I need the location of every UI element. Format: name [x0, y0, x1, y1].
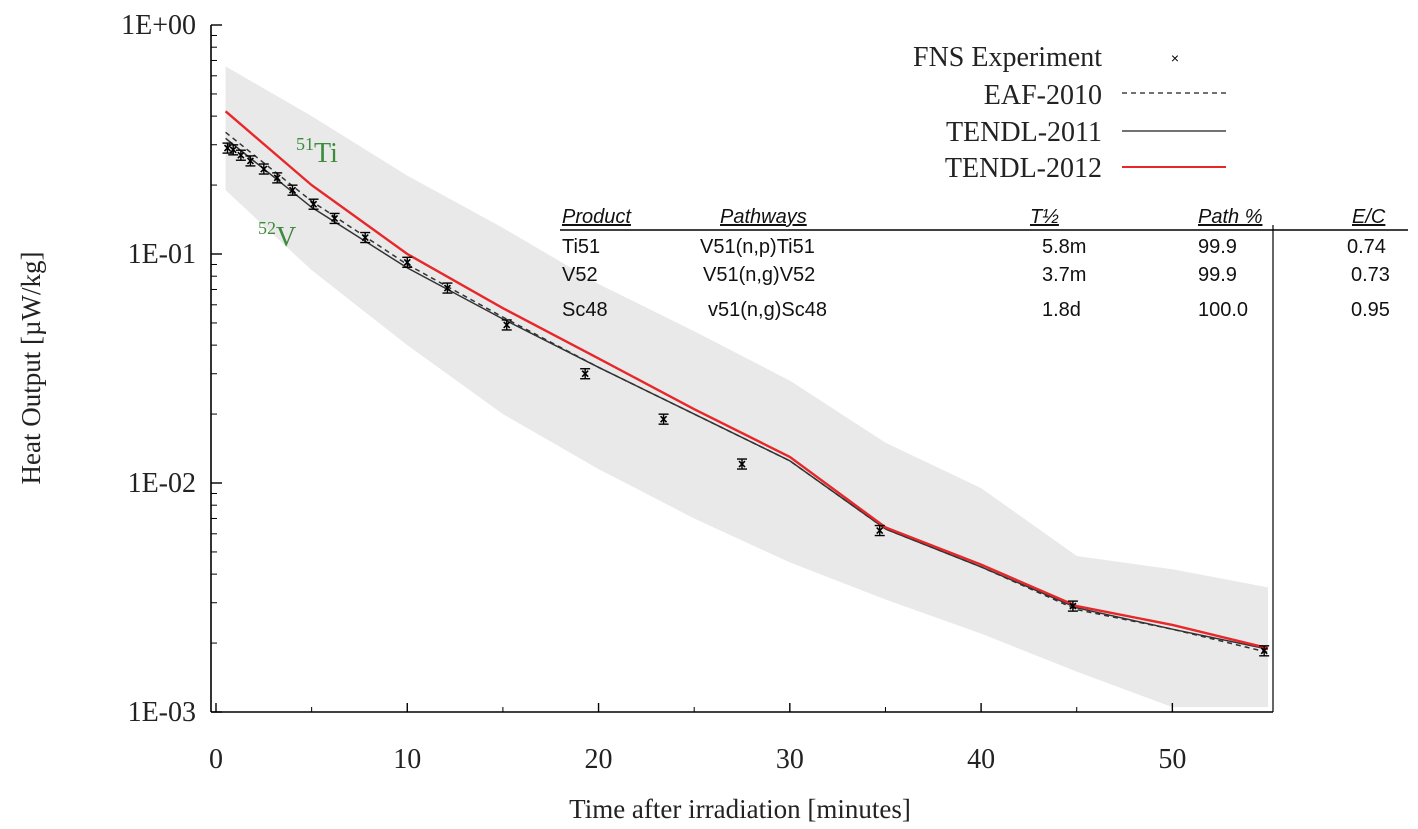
point-marker: [309, 200, 318, 208]
point-marker: [237, 151, 245, 159]
annotation-v52-text: V: [276, 222, 296, 253]
table-header-ec: E/C: [1352, 206, 1386, 228]
point-marker: [403, 258, 411, 266]
point-marker: [273, 174, 281, 182]
x-axis-label: Time after irradiation [minutes]: [569, 794, 911, 824]
experiment-point: [272, 172, 283, 184]
experiment-points-layer: [222, 142, 1270, 657]
experiment-point: [442, 282, 453, 294]
experiment-point: [245, 155, 256, 167]
point-marker: [223, 144, 232, 152]
legend-label-eaf: EAF-2010: [984, 80, 1102, 111]
point-marker: [738, 460, 746, 468]
annotation-ti51-text: Ti: [314, 138, 338, 169]
legend-label-fns: FNS Experiment: [913, 42, 1102, 73]
point-marker: [503, 321, 511, 329]
table-row-2-ec: 0.73: [1351, 264, 1390, 286]
experiment-point: [1067, 600, 1078, 612]
series-layer: [224, 110, 1269, 654]
table-row-1-product: Ti51: [562, 236, 600, 258]
legend: FNS Experiment × EAF-2010 TENDL-2011 TEN…: [913, 42, 1226, 184]
x-tick-label: 10: [393, 744, 421, 775]
point-marker: [876, 526, 884, 535]
table-row-1-ec: 0.74: [1347, 236, 1386, 258]
experiment-point: [737, 458, 747, 470]
annotation-v52-sup: 52: [258, 218, 276, 238]
experiment-point: [658, 413, 669, 425]
experiment-point: [580, 368, 591, 380]
table-row-1-half-life: 5.8m: [1042, 236, 1086, 258]
point-marker: [1069, 602, 1077, 610]
experiment-point: [235, 149, 246, 161]
annotation-ti51: 51Ti: [296, 134, 338, 169]
point-marker: [246, 157, 254, 165]
series-line-tendl-2011: [225, 137, 1269, 650]
point-marker: [260, 165, 268, 173]
point-marker: [331, 214, 339, 222]
legend-label-tendl2012: TENDL-2012: [945, 153, 1102, 184]
table-header-pathways: Pathways: [720, 206, 807, 228]
x-tick-label: 40: [967, 744, 995, 775]
experiment-point: [501, 319, 512, 331]
table-row-3-half-life: 1.8d: [1042, 299, 1081, 321]
y-tick-label: 1E-03: [128, 697, 196, 728]
annotation-ti51-sup: 51: [296, 134, 314, 154]
table-row-2-path-pct: 99.9: [1198, 264, 1237, 286]
experiment-point: [308, 198, 319, 210]
inset-table: Product Pathways T½ Path % E/C Ti51 V51(…: [560, 206, 1408, 321]
y-axis-label: Heat Output [µW/kg]: [16, 252, 46, 485]
experiment-point: [258, 163, 269, 175]
experiment-point: [222, 142, 233, 154]
point-marker: [288, 186, 297, 194]
experiment-point: [360, 231, 371, 244]
table-header-half-life: T½: [1030, 206, 1059, 228]
uncertainty-band: [225, 66, 1269, 708]
table-row-2-product: V52: [562, 264, 598, 286]
table-row-2-pathway: V51(n,g)V52: [703, 264, 815, 286]
experiment-point: [228, 144, 239, 156]
x-tick-label: 20: [585, 744, 613, 775]
table-row-1-pathway: V51(n,p)Ti51: [700, 236, 815, 258]
experiment-point: [329, 212, 340, 225]
table-row-3-pathway: v51(n,g)Sc48: [708, 299, 827, 321]
experiment-point: [874, 524, 885, 537]
table-row-3-product: Sc48: [562, 299, 608, 321]
series-line-tendl-2012: [224, 110, 1269, 650]
table-header-path-pct: Path %: [1198, 206, 1262, 228]
y-tick-label: 1E-02: [128, 468, 196, 499]
annotation-v52: 52V: [258, 218, 296, 253]
legend-label-tendl2011: TENDL-2011: [946, 117, 1102, 148]
table-row-2-half-life: 3.7m: [1042, 264, 1086, 286]
x-tick-label: 50: [1158, 744, 1186, 775]
table-row-3-path-pct: 100.0: [1198, 299, 1248, 321]
experiment-point: [1259, 645, 1270, 657]
y-tick-label: 1E-01: [128, 239, 196, 270]
table-row-3-ec: 0.95: [1351, 299, 1390, 321]
point-marker: [581, 370, 589, 378]
experiment-point: [402, 256, 413, 268]
point-marker: [361, 233, 369, 242]
point-marker: [229, 146, 237, 154]
legend-marker-fns: ×: [1171, 50, 1179, 66]
ticks-layer: 0 10 20 30 40 50 1E+00 1E-01 1E-02 1E-03: [121, 10, 1186, 775]
point-marker: [443, 284, 452, 292]
x-tick-label: 0: [209, 744, 223, 775]
point-marker: [1260, 647, 1268, 655]
uncertainty-band-layer: [225, 66, 1269, 708]
x-tick-label: 30: [776, 744, 804, 775]
table-header-product: Product: [562, 206, 632, 228]
y-tick-label: 1E+00: [121, 10, 196, 41]
table-row-1-path-pct: 99.9: [1198, 236, 1237, 258]
experiment-point: [287, 184, 298, 196]
point-marker: [660, 415, 668, 423]
